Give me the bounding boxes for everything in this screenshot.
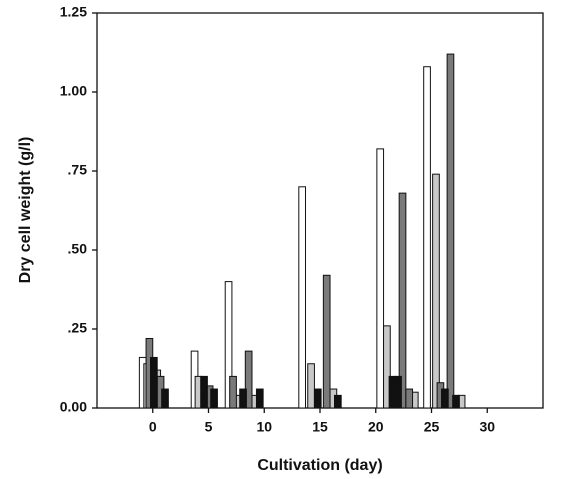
bar	[405, 388, 414, 409]
x-tick-label: 25	[424, 419, 440, 435]
bar	[150, 356, 158, 409]
bar	[446, 53, 455, 409]
y-tick-label: 0.00	[60, 399, 87, 415]
x-tick-label: 15	[312, 419, 328, 435]
x-tick-label: 30	[479, 419, 495, 435]
y-axis-label: Dry cell weight (g/l)	[17, 137, 34, 284]
bar	[244, 350, 253, 409]
bar	[200, 375, 208, 409]
bar	[376, 148, 385, 409]
y-tick-label: 1.25	[60, 4, 87, 20]
bar	[383, 325, 391, 409]
x-tick-label: 5	[205, 419, 213, 435]
bar	[452, 394, 460, 409]
bar	[398, 192, 407, 409]
bar	[255, 388, 264, 409]
bar	[322, 274, 331, 409]
bar	[432, 173, 440, 409]
bar	[210, 388, 218, 409]
bar	[229, 375, 237, 409]
bar	[441, 388, 449, 409]
bar	[239, 388, 247, 409]
bar	[298, 186, 307, 409]
x-tick-label: 20	[368, 419, 384, 435]
bar	[333, 394, 342, 409]
y-tick-label: 1.00	[60, 83, 87, 99]
bar	[307, 363, 315, 409]
y-tick-label: .50	[68, 241, 88, 257]
y-tick-label: .25	[68, 320, 88, 336]
bar	[423, 66, 431, 409]
bar	[313, 388, 322, 409]
x-axis-label: Cultivation (day)	[257, 457, 382, 474]
x-tick-label: 0	[149, 419, 157, 435]
bar	[394, 375, 402, 409]
x-tick-label: 10	[256, 419, 272, 435]
bar	[161, 388, 169, 409]
bar	[224, 281, 233, 409]
y-tick-label: .75	[68, 162, 88, 178]
plot-frame	[96, 12, 544, 409]
